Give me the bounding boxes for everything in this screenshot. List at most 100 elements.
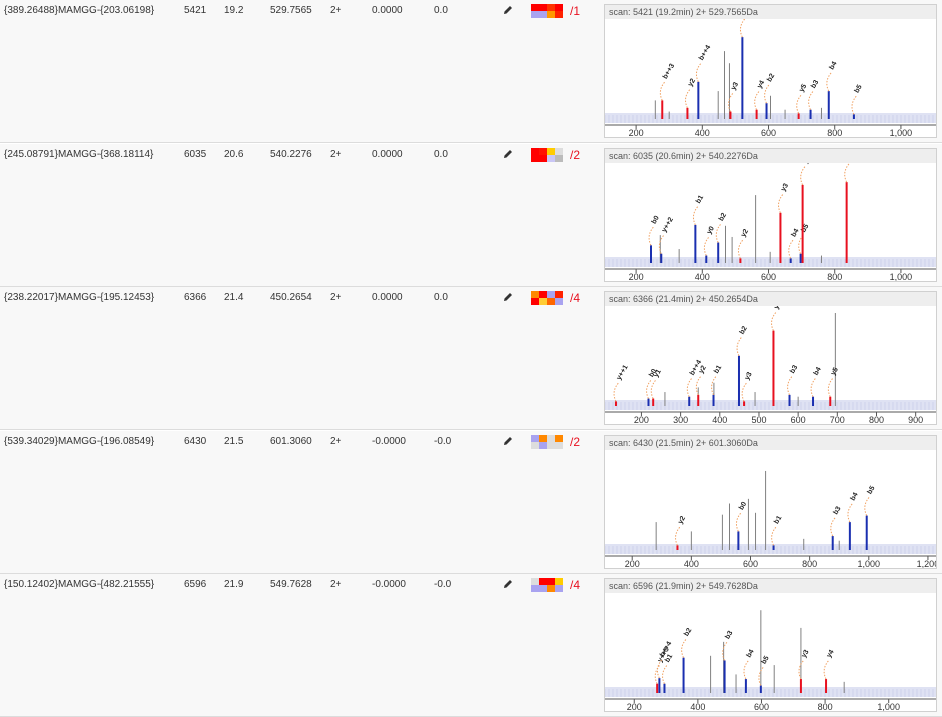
label-leader xyxy=(695,375,702,396)
heat-cell xyxy=(539,4,547,11)
label-leader xyxy=(715,222,722,243)
cell: {539.34029}MAMGG-{196.08549} xyxy=(4,435,155,447)
cell: {389.26488}MAMGG-{203.06198} xyxy=(4,5,155,16)
cell: -0.0000 xyxy=(372,579,406,590)
ion-label: b2 xyxy=(739,325,749,336)
ion-label: y2 xyxy=(698,365,708,375)
edit-icon[interactable] xyxy=(503,5,513,15)
edit-icon[interactable] xyxy=(503,579,513,589)
pencil-shape xyxy=(504,6,512,14)
x-tick-label: 600 xyxy=(791,415,806,425)
heat-cell xyxy=(555,434,563,442)
label-leader xyxy=(658,233,665,254)
heat-cell xyxy=(539,434,547,442)
cell: 601.3060 xyxy=(270,435,312,447)
ion-label: y++2 xyxy=(661,216,675,233)
label-leader xyxy=(800,165,806,185)
x-tick-label: 400 xyxy=(684,559,699,569)
pencil-shape xyxy=(504,149,512,158)
cell: 0.0 xyxy=(434,148,448,160)
match-count[interactable]: /4 xyxy=(570,291,581,305)
label-leader xyxy=(830,516,837,536)
cell: 20.6 xyxy=(224,148,244,160)
label-leader xyxy=(823,659,830,680)
x-tick-label: 500 xyxy=(751,415,766,425)
heat-cell xyxy=(539,298,547,305)
baseline-band xyxy=(605,543,936,554)
spectrum-chart: 2004006008001,000b0y++2b1y0b2y2y3b4b5y4y… xyxy=(605,151,936,282)
x-tick-label: 600 xyxy=(761,272,776,282)
x-tick-label: 600 xyxy=(754,702,769,712)
ion-label: y3 xyxy=(780,182,790,192)
x-tick-label: 400 xyxy=(695,128,710,138)
label-leader xyxy=(844,162,851,182)
ion-label: y5 xyxy=(830,366,840,376)
heat-cell xyxy=(547,298,555,305)
heat-cell xyxy=(539,585,547,592)
label-leader xyxy=(711,375,717,396)
ion-label: b4 xyxy=(828,60,838,71)
baseline-band xyxy=(605,256,936,267)
x-tick-label: 200 xyxy=(627,702,642,712)
label-leader xyxy=(847,502,854,522)
x-tick-label: 800 xyxy=(818,702,833,712)
x-tick-label: 1,000 xyxy=(858,559,881,569)
cell: {238.22017}MAMGG-{195.12453} xyxy=(4,292,155,303)
ion-label: y2 xyxy=(677,515,687,525)
label-leader xyxy=(741,382,748,402)
ion-label: b++4 xyxy=(698,44,712,62)
edit-icon[interactable] xyxy=(503,436,513,446)
ion-label: b0 xyxy=(651,214,661,225)
label-leader xyxy=(788,238,795,259)
x-tick-label: 200 xyxy=(629,272,644,282)
heat-cell xyxy=(539,291,547,298)
heat-cell xyxy=(539,578,547,585)
cell: 450.2654 xyxy=(270,292,312,303)
match-count[interactable]: /2 xyxy=(570,147,581,162)
spectrum-title: scan: 6596 (21.9min) 2+ 549.7628Da xyxy=(605,579,936,593)
x-tick-label: 800 xyxy=(802,559,817,569)
ion-label: b4 xyxy=(850,491,860,502)
spectrum-panel: 200 400 600 800 1,000 y++3 b++4 b1 b2 b3 b4 b5 y3 y4 s… xyxy=(604,578,937,712)
spectrum-title: scan: 6035 (20.6min) 2+ 540.2276Da xyxy=(605,148,936,163)
match-count[interactable]: /1 xyxy=(570,4,581,18)
spectrum-panel: 2004006008001,000b0y++2b1y0b2y2y3b4b5y4y… xyxy=(604,147,937,282)
match-count[interactable]: /2 xyxy=(570,434,581,449)
heat-cell xyxy=(531,154,539,162)
cell: 2+ xyxy=(330,435,342,447)
heat-cell xyxy=(539,11,547,18)
label-leader xyxy=(722,641,728,661)
ion-label: b1 xyxy=(773,514,783,525)
edit-icon[interactable] xyxy=(503,292,513,302)
pencil-shape xyxy=(504,580,512,588)
label-leader xyxy=(754,90,760,110)
label-leader xyxy=(798,659,805,680)
label-leader xyxy=(695,62,702,83)
heat-map xyxy=(531,291,563,305)
label-leader xyxy=(613,382,620,402)
heat-cell xyxy=(547,147,555,155)
heat-cell xyxy=(547,4,555,11)
heat-cell xyxy=(539,154,547,162)
edit-icon[interactable] xyxy=(503,149,513,159)
table-row: {539.34029}MAMGG-{196.08549} 6430 21.5 601.… xyxy=(0,430,942,574)
label-leader xyxy=(787,375,793,396)
ion-label: y0 xyxy=(706,225,716,235)
spectrum-panel: 2004006008001,000b++3y2b++4y3b1y4b2y5b3b… xyxy=(604,4,937,138)
cell: {150.12402}MAMGG-{482.21555} xyxy=(4,579,155,590)
match-count[interactable]: /4 xyxy=(570,578,581,592)
x-tick-label: 200 xyxy=(625,559,640,569)
heat-cell xyxy=(531,434,539,442)
cell: 6035 xyxy=(184,148,207,160)
label-leader xyxy=(728,92,734,112)
cell: 0.0 xyxy=(434,292,448,303)
spectrum-title: scan: 5421 (19.2min) 2+ 529.7565Da xyxy=(605,5,936,19)
cell: {245.08791}MAMGG-{368.18114} xyxy=(4,148,154,160)
cell: 529.7565 xyxy=(270,5,312,16)
heat-map xyxy=(531,434,563,449)
ion-label: b0 xyxy=(738,500,748,511)
cell: 0.0 xyxy=(434,5,448,16)
heat-cell xyxy=(547,291,555,298)
spectrum-panel: 200 300 400 500 600 700 800 900 y++1 b0 y1 b++4 y2 b1… xyxy=(604,291,937,425)
